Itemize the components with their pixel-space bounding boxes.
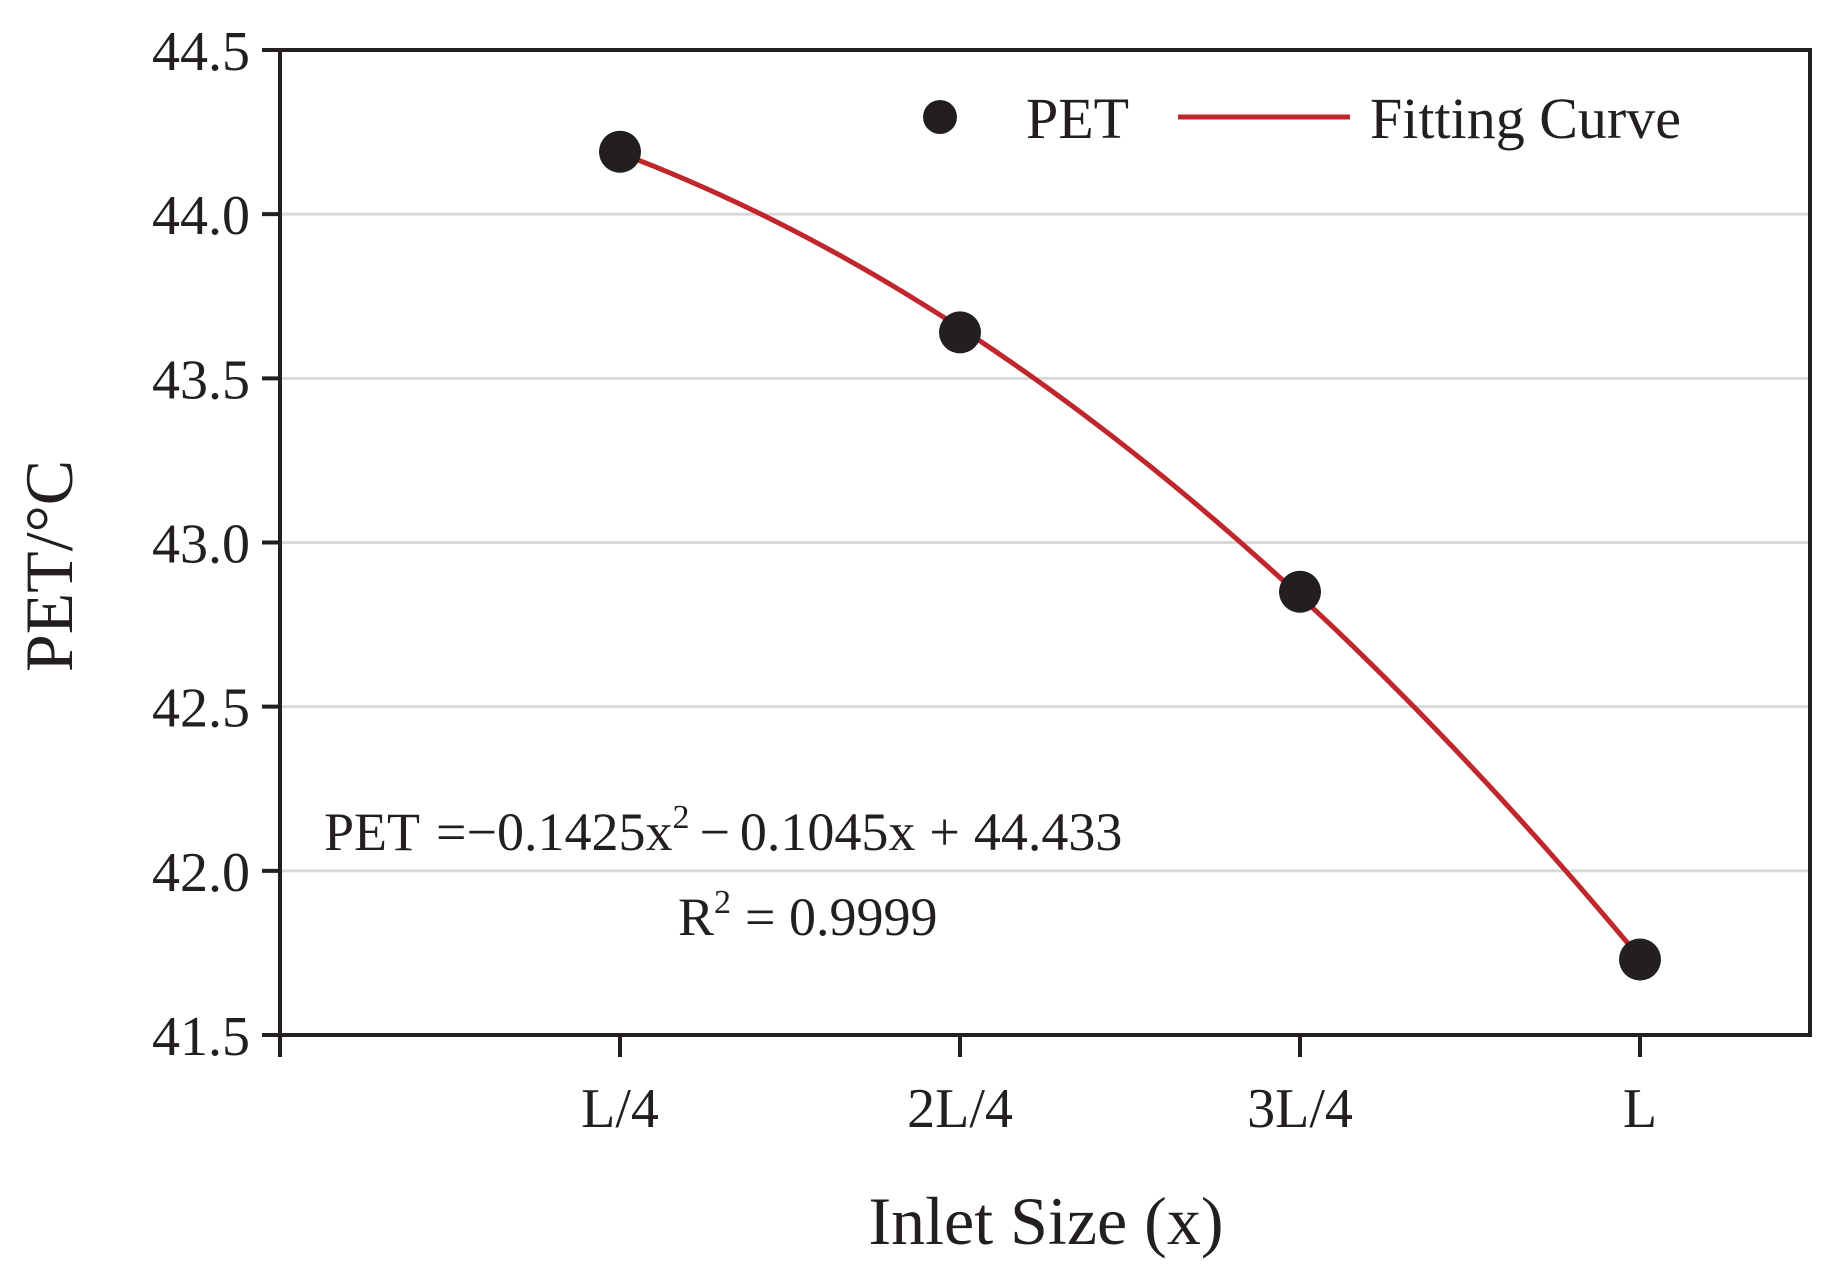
y-tick-label-6: 44.5	[152, 21, 250, 83]
r-squared: R2 = 0.9999	[678, 884, 938, 947]
pet-point-3	[1619, 938, 1661, 981]
pet-point-2	[1279, 570, 1321, 613]
y-tick-label-1: 42.0	[152, 842, 250, 904]
equation-equals: =	[436, 802, 466, 862]
x-axis-ticks: L/4 2L/4 3L/4 L	[278, 1035, 1657, 1140]
y-axis-title: PET/°C	[11, 460, 87, 672]
fit-equation: PET =−0.1425x2−0.1045x +44.433	[324, 799, 1122, 862]
pet-point-1	[939, 311, 981, 354]
legend-pet-label: PET	[1026, 86, 1129, 151]
pet-point-0	[599, 130, 641, 173]
y-tick-label-3: 43.0	[152, 514, 250, 576]
data-points	[599, 130, 1661, 981]
r-squared-r: R	[678, 887, 714, 947]
r-squared-exponent: 2	[714, 884, 731, 921]
equation-term-2: 0.1045x	[740, 802, 916, 862]
equation-term-1: −0.1425x	[466, 802, 672, 862]
equation-term-3: 44.433	[974, 802, 1123, 862]
equation-operator-1: −	[699, 802, 729, 862]
x-tick-label-2: 3L/4	[1247, 1078, 1353, 1140]
equation-operator-2: +	[929, 802, 959, 862]
legend-fitting-curve-label: Fitting Curve	[1370, 86, 1681, 151]
x-tick-label-0: L/4	[581, 1078, 659, 1140]
equation-lhs: PET	[324, 802, 420, 862]
y-tick-label-4: 43.5	[152, 349, 250, 411]
y-tick-label-5: 44.0	[152, 185, 250, 247]
equation-exponent: 2	[672, 799, 689, 836]
y-axis-ticks: 41.5 42.0 42.5 43.0 43.5 44.0 44.5	[152, 21, 280, 1068]
legend-pet-marker	[923, 100, 957, 134]
x-axis-title: Inlet Size (x)	[869, 1183, 1224, 1259]
y-tick-label-0: 41.5	[152, 1006, 250, 1068]
r-squared-value: = 0.9999	[745, 887, 937, 947]
fitting-curve	[619, 150, 1642, 960]
grid-lines	[280, 212, 1810, 873]
y-tick-label-2: 42.5	[152, 678, 250, 740]
fitting-curve-layer	[619, 150, 1642, 960]
x-tick-label-1: 2L/4	[907, 1078, 1013, 1140]
legend: PET Fitting Curve	[923, 86, 1681, 151]
x-tick-label-3: L	[1623, 1078, 1657, 1140]
